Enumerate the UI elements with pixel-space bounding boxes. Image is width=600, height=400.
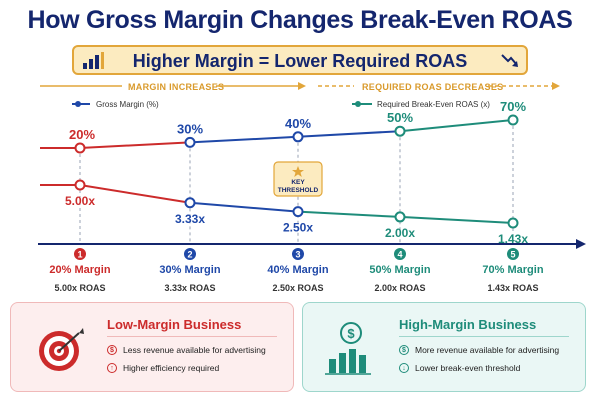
roas-series-line — [189, 201, 299, 213]
arrow-lines — [40, 82, 560, 90]
step-number: 2 — [187, 250, 192, 260]
step-number-badge — [507, 248, 519, 260]
key-threshold-line1: KEY — [291, 179, 305, 186]
low-card-title: Low-Margin Business — [107, 317, 242, 332]
step-margin-label: 70% Margin — [482, 264, 544, 276]
roas-series-line — [79, 184, 191, 204]
step-number: 1 — [77, 250, 82, 260]
money-growth-icon: $ — [325, 322, 371, 375]
step-roas-label: 5.00x ROAS — [54, 283, 106, 293]
roas-series-line — [297, 210, 401, 218]
high-margin-card: $ High-Margin Business $ More revenue av… — [302, 302, 586, 392]
margin-label: 50% — [387, 110, 413, 125]
high-card-item-2: Lower break-even threshold — [415, 363, 521, 373]
step-roas-label: 1.43x ROAS — [487, 283, 539, 293]
margin-series-line — [297, 130, 401, 138]
dollar-icon: $ — [107, 345, 117, 355]
step-number: 4 — [397, 250, 402, 260]
margin-series-line — [79, 141, 191, 149]
step-number-badge — [184, 248, 196, 260]
arrow-up-icon: ↑ — [107, 363, 117, 373]
x-axis — [38, 239, 586, 249]
banner-text: Higher Margin = Lower Required ROAS — [132, 51, 468, 71]
series-lines — [40, 119, 514, 224]
step-roas-label: 2.00x ROAS — [374, 283, 426, 293]
margin-series-line — [189, 135, 299, 144]
legend-roas: Required Break-Even ROAS (x) — [377, 100, 490, 109]
margin-label: 40% — [285, 116, 311, 131]
step-margin-label: 30% Margin — [159, 264, 221, 276]
step-number-badge — [394, 248, 406, 260]
roas-point — [184, 197, 196, 209]
step-margin-label: 50% Margin — [369, 264, 431, 276]
legend-marker-roas — [352, 101, 372, 107]
roas-label: 1.43x — [498, 232, 528, 246]
step-number: 3 — [295, 250, 300, 260]
chart: KEY THRESHOLD 20% 30% 40% 50%70%5.00x3.33x2… — [38, 82, 586, 260]
svg-text:$: $ — [347, 326, 355, 341]
low-card-item-1: Less revenue available for advertising — [123, 345, 266, 355]
margin-label: 20% — [69, 127, 95, 142]
step-number: 5 — [510, 250, 515, 260]
step-margin-label: 40% Margin — [267, 264, 329, 276]
target-icon — [39, 328, 84, 371]
roas-label: 3.33x — [175, 212, 205, 226]
dollar-icon: $ — [399, 345, 409, 355]
margin-label: 70% — [500, 99, 526, 114]
step-margin-label: 20% Margin — [49, 264, 111, 276]
margin-increases-label: MARGIN INCREASES — [128, 82, 225, 92]
margin-point — [292, 131, 304, 143]
headline-banner: Higher Margin = Lower Required ROAS — [72, 45, 528, 75]
trending-down-icon — [501, 54, 518, 67]
low-card-item-2: Higher efficiency required — [123, 363, 220, 373]
roas-label: 5.00x — [65, 194, 95, 208]
roas-decreases-label: REQUIRED ROAS DECREASES — [362, 82, 504, 92]
star-icon — [292, 166, 304, 177]
roas-label: 2.00x — [385, 226, 415, 240]
step-markers: 1 2 3 4 5 — [74, 248, 519, 260]
high-card-divider — [399, 336, 569, 337]
data-points: 20% 30% 40% 50% 70% 5.00x 3.33x 2.50x 2.00x 1.43x — [65, 99, 528, 246]
margin-point — [394, 125, 406, 137]
margin-point — [74, 142, 86, 154]
margin-point — [184, 136, 196, 148]
high-card-title: High-Margin Business — [399, 317, 537, 332]
arrow-down-icon: ↓ — [399, 363, 409, 373]
margin-point — [507, 114, 519, 126]
roas-series-line — [399, 215, 514, 224]
page-title: How Gross Margin Changes Break-Even ROAS — [27, 6, 573, 34]
step-roas-label: 3.33x ROAS — [164, 283, 216, 293]
key-threshold-line2: THRESHOLD — [278, 187, 319, 194]
step-number-badge — [74, 248, 86, 260]
roas-label: 2.50x — [283, 221, 313, 235]
low-card-divider — [107, 336, 277, 337]
roas-point — [292, 206, 304, 218]
roas-point — [507, 217, 519, 229]
roas-point — [394, 211, 406, 223]
step-number-badge — [292, 248, 304, 260]
key-threshold-box: KEY THRESHOLD — [273, 161, 323, 197]
margin-series-line — [399, 119, 514, 133]
high-card-item-1: More revenue available for advertising — [415, 345, 560, 355]
legend-margin: Gross Margin (%) — [96, 100, 159, 109]
margin-label: 30% — [177, 121, 203, 136]
step-roas-label: 2.50x ROAS — [272, 283, 324, 293]
legend-marker-margin — [72, 101, 90, 107]
bar-chart-icon — [83, 52, 104, 69]
roas-point — [74, 179, 86, 191]
low-margin-card: Low-Margin Business $ Less revenue avail… — [10, 302, 294, 392]
